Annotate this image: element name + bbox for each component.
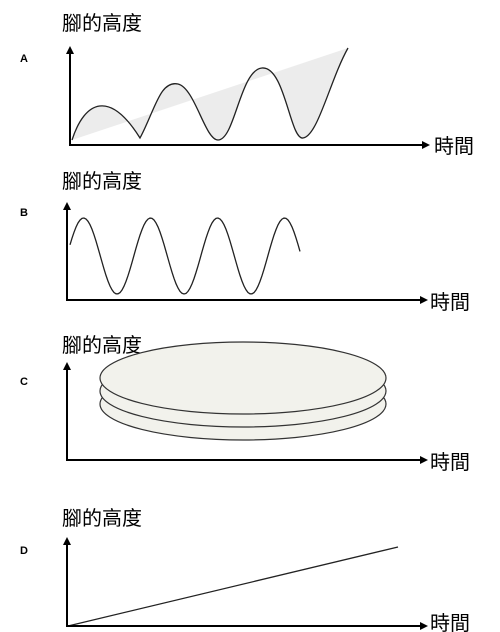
y-label: 腳的高度: [62, 11, 142, 35]
x-label: 時間: [434, 134, 474, 158]
y-label: 腳的高度: [62, 506, 142, 530]
panel-c: 腳的高度 C 時間: [20, 333, 470, 474]
panel-a: 腳的高度 A 時間: [20, 11, 474, 158]
x-label: 時間: [430, 450, 470, 474]
panel-b: 腳的高度 B 時間: [20, 169, 470, 314]
x-label: 時間: [430, 290, 470, 314]
disc-layer: [100, 342, 386, 414]
panel-letter: A: [20, 53, 28, 65]
sine-curve: [70, 218, 300, 294]
panel-letter: C: [20, 376, 28, 388]
panel-d: 腳的高度 D 時間: [20, 506, 470, 632]
panel-letter: D: [20, 545, 28, 557]
linear-line: [68, 547, 398, 626]
y-label: 腳的高度: [62, 169, 142, 193]
y-label: 腳的高度: [62, 333, 142, 357]
diagram: 腳的高度 A 時間 腳的高度 B 時間 腳的高度 C 時間 腳的高度 D 時間: [0, 0, 500, 632]
shaded-area: [72, 48, 348, 140]
panel-letter: B: [20, 207, 28, 219]
x-label: 時間: [430, 611, 470, 632]
